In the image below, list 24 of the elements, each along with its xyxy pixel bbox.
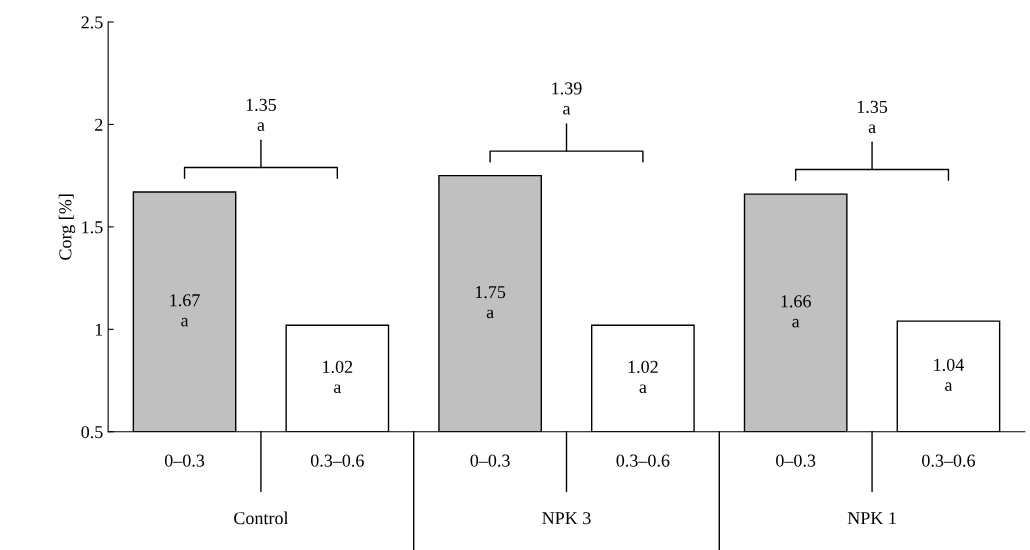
annotation: 1.35 a xyxy=(857,100,888,134)
x-tick-label: 0–0.3 xyxy=(776,454,816,467)
x-tick-label: 0.3–0.6 xyxy=(310,454,364,467)
text: Control xyxy=(234,511,289,525)
text: NPK 3 xyxy=(542,512,591,525)
y-tick-label: 0.5 xyxy=(81,426,103,439)
y-axis-title: Corg [%] xyxy=(58,194,76,260)
x-tick-label: 0–0.3 xyxy=(470,454,510,467)
data-label: 1.66 a xyxy=(781,295,811,328)
data-label: 1.67 a xyxy=(170,294,200,327)
x-tick-label: 0.3–0.6 xyxy=(922,454,975,467)
y-tick-label: 1.5 xyxy=(82,221,103,234)
text: NPK 1 xyxy=(847,512,896,525)
y-tick-label: 1 xyxy=(95,323,103,336)
y-tick-label: 2 xyxy=(95,118,103,131)
data-label: 1.04 a xyxy=(934,358,964,392)
data-label: 1.02 a xyxy=(323,360,353,394)
y-tick-label: 2.5 xyxy=(81,16,103,29)
annotation: 1.35 a xyxy=(246,98,277,132)
data-label: 1.75 a xyxy=(475,286,506,319)
x-tick-label: 0–0.3 xyxy=(164,454,205,467)
data-label: 1.02 a xyxy=(628,360,658,394)
x-tick-label: 0.3–0.6 xyxy=(616,454,670,467)
annotation: 1.39 a xyxy=(552,82,582,115)
